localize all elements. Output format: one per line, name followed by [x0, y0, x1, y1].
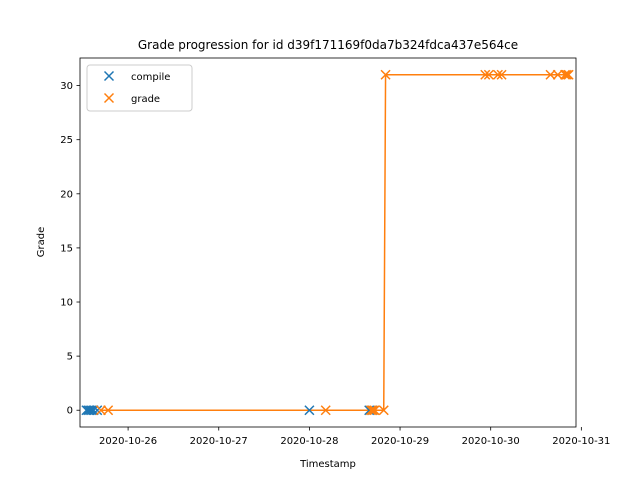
series-layer [82, 70, 573, 414]
grade-series [96, 70, 573, 414]
y-tick-label: 10 [60, 298, 73, 309]
x-tick-label: 2020-10-27 [190, 436, 248, 447]
y-axis-ticks: 0 5 10 15 20 25 30 [60, 81, 80, 417]
y-tick-label: 15 [60, 243, 73, 254]
x-tick-label: 2020-10-29 [371, 436, 429, 447]
y-tick-label: 0 [67, 406, 73, 417]
y-tick-label: 5 [67, 352, 73, 363]
plot-area [80, 58, 576, 427]
legend: compile grade [87, 65, 192, 111]
legend-label-grade: grade [131, 94, 160, 105]
x-tick-label: 2020-10-28 [280, 436, 338, 447]
x-axis-title: Timestamp [299, 459, 356, 470]
y-tick-label: 20 [60, 189, 73, 200]
grade-line [101, 75, 569, 410]
chart-title: Grade progression for id d39f171169f0da7… [138, 38, 518, 52]
y-axis-title: Grade [36, 227, 47, 258]
axes-frame [80, 58, 576, 427]
legend-label-compile: compile [131, 72, 170, 83]
x-tick-label: 2020-10-31 [552, 436, 610, 447]
x-axis-ticks: 2020-10-26 2020-10-27 2020-10-28 2020-10-29… [99, 427, 610, 447]
y-tick-label: 30 [60, 81, 73, 92]
y-tick-label: 25 [60, 135, 73, 146]
x-tick-label: 2020-10-26 [99, 436, 157, 447]
x-tick-label: 2020-10-30 [462, 436, 520, 447]
